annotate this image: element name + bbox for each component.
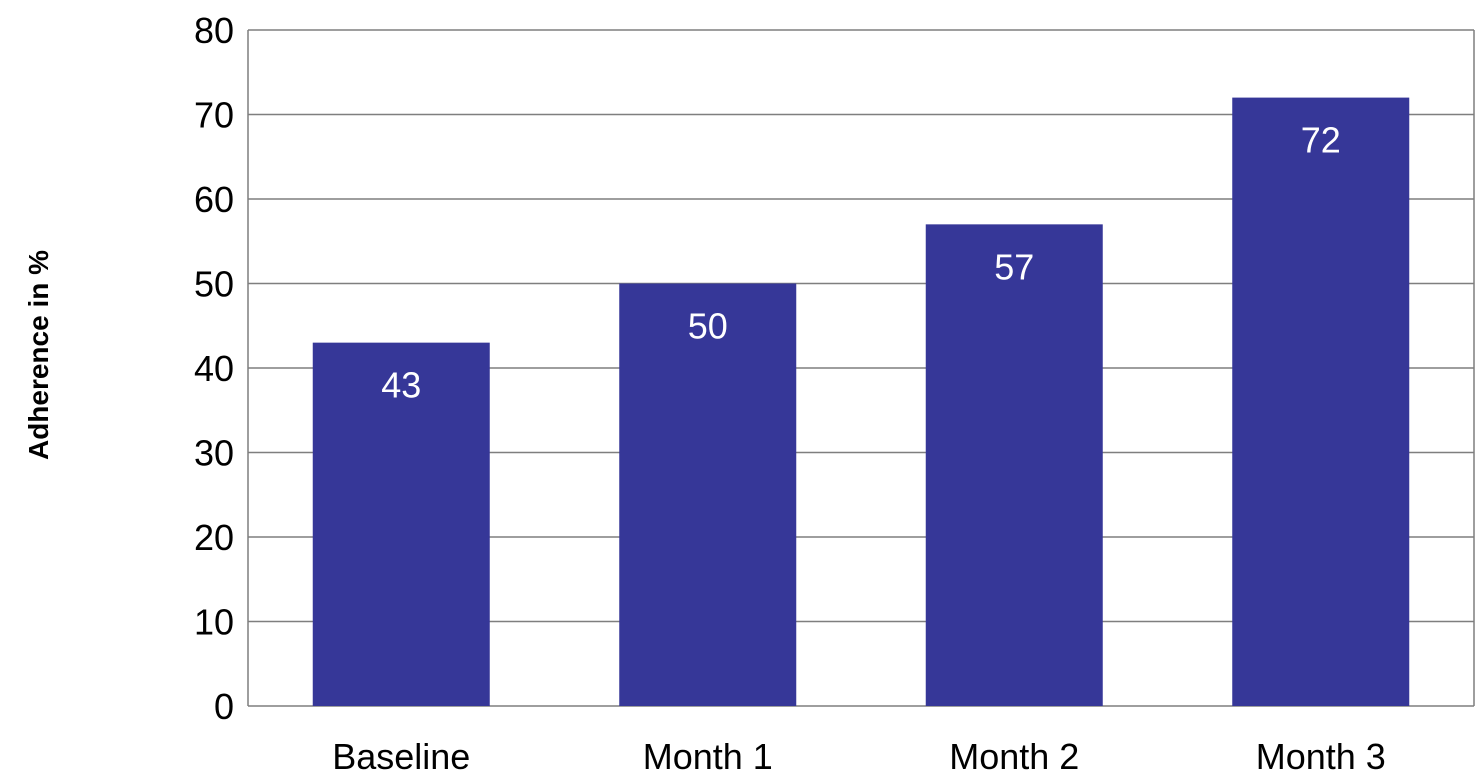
y-tick-label: 10 [194,602,234,643]
bar [619,283,797,706]
bars [312,97,1410,707]
y-axis-tick-labels: 0 10 20 30 40 50 60 70 80 [194,10,234,727]
x-category-label: Month 2 [949,736,1079,777]
y-tick-label: 0 [214,686,234,727]
bar [312,342,490,706]
data-label: 57 [994,246,1034,287]
data-labels: 43 50 57 72 [381,120,1341,406]
x-axis-category-labels: Baseline Month 1 Month 2 Month 3 [332,736,1386,777]
y-tick-label: 50 [194,264,234,305]
x-category-label: Month 1 [643,736,773,777]
y-tick-label: 60 [194,179,234,220]
y-tick-label: 40 [194,348,234,389]
x-category-label: Month 3 [1256,736,1386,777]
bar [1232,97,1410,707]
y-tick-label: 80 [194,10,234,51]
bar [925,224,1103,706]
y-tick-label: 20 [194,517,234,558]
data-label: 50 [688,306,728,347]
data-label: 43 [381,365,421,406]
y-tick-label: 70 [194,95,234,136]
y-tick-label: 30 [194,433,234,474]
data-label: 72 [1301,120,1341,161]
y-axis-title: Adherence in % [23,250,54,460]
x-category-label: Baseline [332,736,470,777]
